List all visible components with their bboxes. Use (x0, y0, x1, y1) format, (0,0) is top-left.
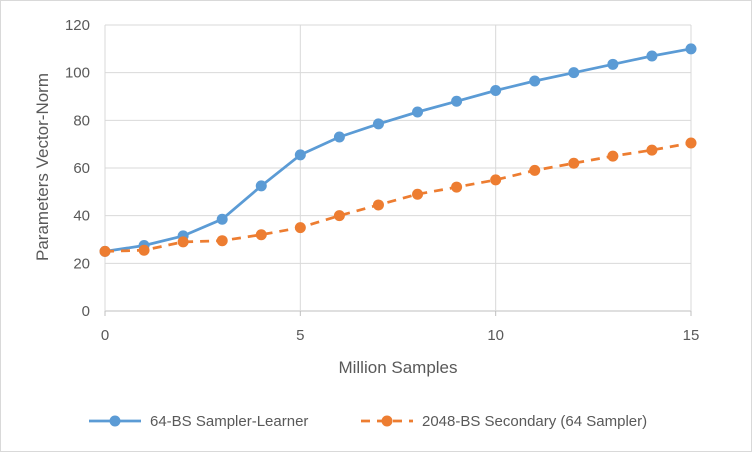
y-tick-label: 0 (82, 303, 90, 320)
data-point (568, 67, 580, 79)
data-point (451, 181, 463, 193)
data-point (333, 210, 345, 222)
data-point (451, 95, 463, 107)
data-point (490, 85, 502, 97)
series-line (103, 47, 693, 253)
y-tick-label: 60 (73, 160, 90, 177)
series-2 (99, 137, 697, 257)
tick-labels: 0 20 40 60 80 100 120 0 5 10 15 (65, 17, 699, 344)
data-point (490, 174, 502, 186)
data-point (294, 149, 306, 161)
y-tick-label: 100 (65, 65, 90, 82)
data-point (607, 150, 619, 162)
x-tick-label: 10 (487, 327, 504, 344)
data-point (685, 43, 697, 55)
data-point (685, 137, 697, 149)
data-point (177, 236, 189, 248)
data-point (333, 131, 345, 143)
x-tick-label: 5 (296, 327, 304, 344)
legend-label: 64-BS Sampler-Learner (150, 413, 308, 430)
legend-item-1: 64-BS Sampler-Learner (89, 413, 308, 430)
series-line (104, 141, 692, 253)
data-point (294, 222, 306, 234)
y-tick-label: 40 (73, 208, 90, 225)
data-point (412, 106, 424, 118)
data-point (529, 75, 541, 87)
data-point (412, 188, 424, 200)
y-tick-label: 20 (73, 255, 90, 272)
data-point (646, 144, 658, 156)
x-axis-title: Million Samples (338, 358, 457, 377)
series-group (99, 43, 697, 257)
legend-item-2: 2048-BS Secondary (64 Sampler) (361, 413, 647, 430)
data-point (529, 164, 541, 176)
data-point (255, 229, 267, 241)
data-point (372, 199, 384, 211)
legend-marker (381, 415, 393, 427)
data-point (99, 245, 111, 257)
data-point (138, 244, 150, 256)
data-point (255, 180, 267, 192)
legend: 64-BS Sampler-Learner 2048-BS Secondary (… (89, 413, 647, 430)
legend-label: 2048-BS Secondary (64 Sampler) (422, 413, 647, 430)
data-point (216, 235, 228, 247)
y-tick-label: 80 (73, 112, 90, 129)
data-point (568, 157, 580, 169)
x-tick-label: 15 (683, 327, 700, 344)
data-point (216, 213, 228, 225)
y-axis-title: Parameters Vector-Norm (33, 73, 52, 261)
series-1 (99, 43, 697, 257)
x-tick-label: 0 (101, 327, 109, 344)
legend-marker (109, 415, 121, 427)
data-point (372, 118, 384, 130)
data-point (607, 58, 619, 70)
data-point (646, 50, 658, 62)
gridlines (104, 24, 692, 316)
y-tick-label: 120 (65, 17, 90, 34)
